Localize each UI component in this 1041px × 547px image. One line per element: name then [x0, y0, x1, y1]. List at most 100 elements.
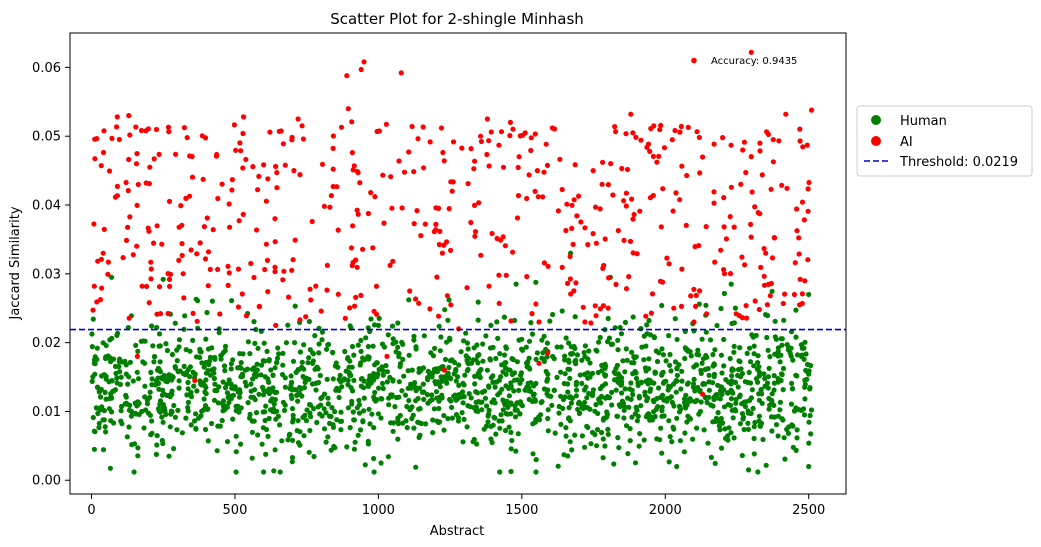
data-point [685, 413, 691, 419]
data-point [651, 399, 657, 405]
data-point [406, 397, 412, 404]
data-point [552, 126, 558, 132]
data-point [358, 360, 364, 366]
data-point [310, 351, 316, 357]
data-point [770, 159, 777, 165]
data-point [498, 129, 505, 135]
data-point [355, 432, 361, 438]
data-point [691, 319, 697, 325]
data-point [764, 302, 771, 308]
data-point [643, 313, 649, 319]
data-point [301, 366, 307, 372]
data-point [745, 420, 751, 426]
data-point [798, 407, 805, 413]
data-point [532, 188, 538, 194]
data-point [673, 190, 679, 196]
data-point [156, 331, 163, 337]
data-point [630, 216, 636, 222]
data-point [721, 271, 728, 277]
data-point [444, 293, 450, 299]
data-point [107, 337, 113, 343]
data-point [350, 388, 356, 394]
data-point [528, 135, 534, 141]
data-point [593, 313, 599, 319]
data-point [781, 317, 787, 323]
data-point [361, 59, 367, 65]
data-point [155, 380, 162, 386]
data-point [699, 336, 705, 342]
data-point [407, 288, 413, 294]
data-point [535, 194, 541, 200]
data-point [125, 188, 131, 194]
data-point [390, 428, 396, 434]
data-point [415, 395, 421, 402]
data-point [497, 351, 503, 357]
data-point [203, 336, 209, 342]
data-point [220, 350, 226, 356]
data-point [593, 402, 599, 408]
data-point [786, 345, 792, 351]
data-point [750, 405, 756, 411]
data-point [181, 363, 187, 369]
data-point [351, 352, 357, 358]
data-point [313, 387, 319, 393]
data-point [704, 399, 710, 405]
data-point [249, 455, 255, 461]
data-point [726, 425, 732, 431]
data-point [247, 351, 253, 357]
data-point [777, 407, 783, 413]
data-point [344, 444, 350, 450]
data-point [98, 163, 104, 169]
data-point [797, 138, 803, 144]
data-point [203, 370, 209, 376]
data-point [545, 428, 551, 434]
data-point [594, 348, 600, 354]
data-point [420, 124, 426, 130]
data-point [539, 355, 545, 361]
data-point [545, 350, 551, 356]
data-point [719, 370, 725, 376]
data-point [372, 389, 378, 396]
data-point [606, 335, 613, 341]
data-point [718, 445, 725, 451]
data-point [718, 415, 724, 422]
data-point [150, 343, 156, 349]
data-point [622, 369, 628, 375]
data-point [149, 382, 155, 388]
data-point [727, 271, 734, 277]
data-point [123, 179, 129, 186]
data-point [297, 429, 303, 435]
data-point [779, 182, 785, 188]
data-point [807, 385, 813, 391]
data-point [103, 354, 109, 360]
data-point [406, 297, 412, 303]
data-point [280, 141, 286, 147]
data-point [282, 162, 288, 168]
data-point [682, 345, 688, 351]
data-point [719, 391, 725, 397]
data-point [124, 401, 130, 407]
data-point [174, 358, 180, 364]
data-point [499, 386, 505, 392]
data-point [677, 129, 683, 135]
data-point [796, 251, 802, 257]
data-point [335, 227, 341, 233]
data-point [134, 369, 140, 375]
data-point [508, 429, 514, 435]
data-point [756, 391, 762, 397]
data-point [397, 412, 403, 419]
data-point [392, 404, 398, 410]
data-point [376, 315, 382, 321]
data-point [498, 237, 504, 243]
data-point [464, 424, 470, 430]
data-point [471, 166, 477, 172]
data-point [356, 410, 363, 416]
data-point [464, 285, 470, 291]
data-point [440, 149, 446, 156]
data-point [629, 414, 635, 420]
data-point [567, 375, 573, 381]
data-point [532, 398, 539, 404]
data-point [157, 398, 164, 404]
data-point [679, 266, 685, 272]
data-point [438, 334, 444, 340]
